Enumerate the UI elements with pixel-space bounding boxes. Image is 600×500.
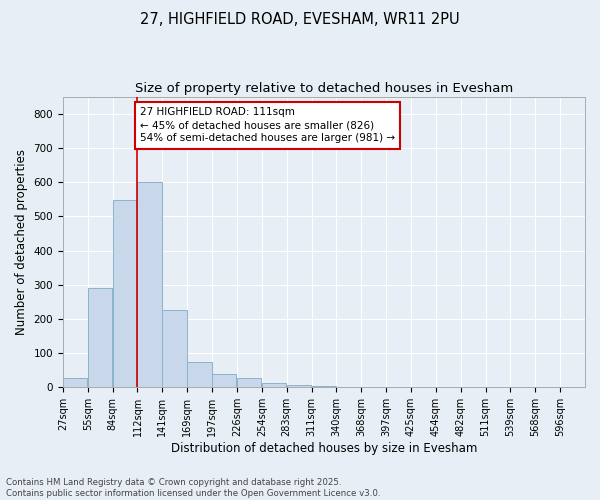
Bar: [237, 378, 262, 388]
Bar: [63, 378, 88, 388]
X-axis label: Distribution of detached houses by size in Evesham: Distribution of detached houses by size …: [171, 442, 477, 455]
Bar: [311, 386, 336, 388]
Bar: [113, 200, 137, 388]
Bar: [137, 182, 162, 388]
Bar: [88, 288, 112, 388]
Y-axis label: Number of detached properties: Number of detached properties: [15, 149, 28, 335]
Bar: [187, 362, 212, 388]
Bar: [212, 374, 236, 388]
Text: 27 HIGHFIELD ROAD: 111sqm
← 45% of detached houses are smaller (826)
54% of semi: 27 HIGHFIELD ROAD: 111sqm ← 45% of detac…: [140, 107, 395, 144]
Title: Size of property relative to detached houses in Evesham: Size of property relative to detached ho…: [135, 82, 513, 96]
Bar: [262, 383, 286, 388]
Text: Contains HM Land Registry data © Crown copyright and database right 2025.
Contai: Contains HM Land Registry data © Crown c…: [6, 478, 380, 498]
Text: 27, HIGHFIELD ROAD, EVESHAM, WR11 2PU: 27, HIGHFIELD ROAD, EVESHAM, WR11 2PU: [140, 12, 460, 28]
Bar: [163, 310, 187, 388]
Bar: [287, 385, 311, 388]
